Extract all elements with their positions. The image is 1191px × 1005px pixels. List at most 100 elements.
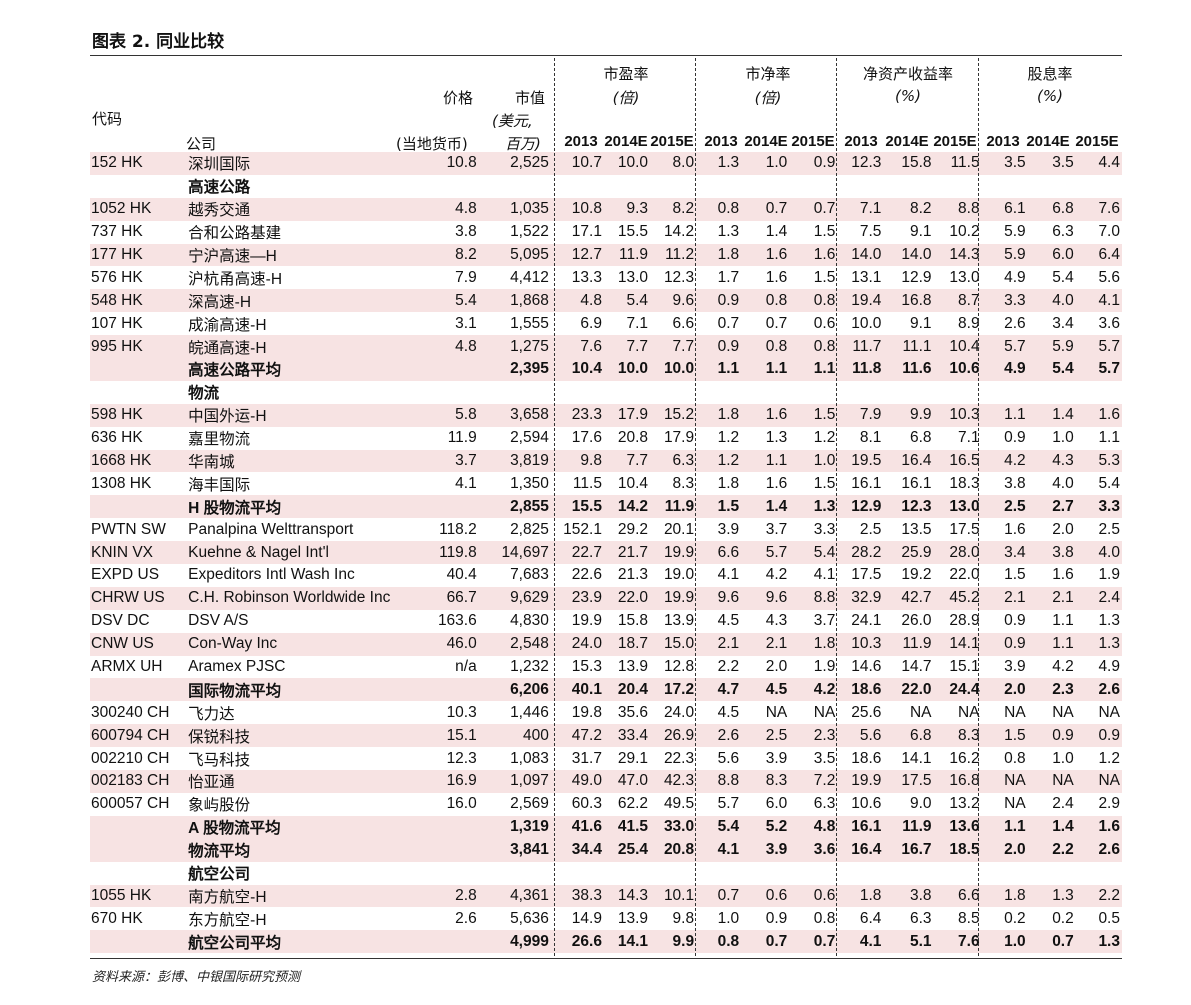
value-cell: 40.1 [550, 678, 604, 702]
price-cell: 46.0 [396, 632, 479, 656]
company-cell: 航空公司平均 [182, 930, 397, 954]
table-row: 600794 CH 保锐科技 15.1 400 47.2 33.4 26.9 2.6 2.5 2.… [90, 724, 1122, 748]
value-cell: 24.4 [933, 678, 982, 702]
mktcap-cell: 2,594 [510, 429, 549, 447]
ticker-cell: 737 HK [91, 223, 143, 241]
price-cell [396, 358, 479, 381]
value-cell [1076, 862, 1122, 885]
value-cell: 23.3 [550, 403, 604, 427]
company-cell: Kuehne & Nagel Int'l [182, 541, 397, 565]
mktcap-cell: 1,868 [478, 289, 551, 313]
value-cell: 14.1 [933, 632, 982, 656]
value-cell: 13.9 [617, 909, 649, 927]
mktcap-cell: 7,683 [510, 566, 549, 584]
value-cell: 4.5 [741, 678, 790, 702]
value-cell: 7.1 [958, 429, 980, 447]
value-cell: 0.8 [696, 197, 742, 221]
header-mktcap-unit-1: (美元, [492, 112, 533, 130]
value-cell: 0.7 [717, 314, 740, 332]
ticker-cell: CHRW US [90, 586, 183, 610]
value-cell: NA [1052, 703, 1074, 721]
table-row: 600057 CH 象屿股份 16.0 2,569 60.3 62.2 49.5 5.7 6.0… [90, 793, 1122, 816]
price-cell [396, 838, 479, 862]
value-cell: 1.5 [813, 474, 836, 492]
value-cell: 7.1 [837, 197, 884, 221]
header-year: 2014E [744, 133, 788, 150]
price-cell: 7.9 [455, 268, 477, 286]
value-cell: 10.1 [650, 884, 697, 908]
value-cell: 22.7 [550, 541, 604, 565]
price-cell: 16.0 [446, 795, 477, 813]
value-cell: 0.6 [741, 884, 790, 908]
value-cell: 19.5 [837, 449, 884, 473]
company-cell: Expeditors Intl Wash Inc [188, 566, 355, 584]
value-cell [837, 381, 883, 404]
value-cell: 3.7 [765, 520, 788, 538]
value-cell: NA [1004, 795, 1026, 813]
value-cell: 17.9 [663, 429, 695, 447]
value-cell: 1.2 [717, 429, 740, 447]
value-cell: 19.8 [571, 703, 602, 721]
value-cell: 6.8 [883, 724, 934, 748]
bottom-rule [90, 958, 1122, 959]
value-cell: 3.8 [1004, 474, 1026, 492]
value-cell: 3.3 [813, 520, 836, 538]
value-cell: 4.1 [696, 838, 742, 862]
value-cell: 42.3 [650, 770, 697, 793]
header-year: 2014E [885, 133, 929, 150]
value-cell [696, 862, 741, 885]
company-cell: 深高速-H [182, 289, 397, 313]
mktcap-cell: 4,830 [510, 612, 549, 630]
section-row: 航空公司 [90, 862, 1122, 885]
value-cell: 6.3 [1052, 223, 1074, 241]
value-cell: 10.6 [933, 358, 982, 381]
value-cell: 8.8 [789, 586, 838, 610]
value-cell: 9.1 [909, 314, 932, 332]
value-cell: 6.3 [813, 795, 836, 813]
value-cell: 5.4 [603, 289, 651, 313]
company-cell: H 股物流平均 [182, 495, 397, 519]
value-cell: 1.3 [1098, 612, 1120, 630]
value-cell: 5.7 [1075, 335, 1122, 359]
value-cell: 11.9 [650, 495, 697, 519]
header-year: 2013 [564, 133, 598, 150]
header-pb-unit: (倍) [754, 89, 782, 107]
value-cell: 0.7 [765, 314, 788, 332]
company-cell: DSV A/S [188, 612, 249, 630]
table-row: 636 HK 嘉里物流 11.9 2,594 17.6 20.8 17.9 1.2 1.3 1.2… [90, 427, 1122, 450]
price-cell: 4.1 [455, 474, 477, 492]
ticker-cell [90, 175, 182, 198]
peer-comparison-table: 152 HK 深圳国际 10.8 2,525 10.7 10.0 8.0 1.3 1.0 0.9 1… [90, 152, 1122, 954]
average-row: H 股物流平均 2,855 15.5 14.2 11.9 1.5 1.4 1.3 12.9 12.… [90, 495, 1122, 519]
value-cell: 6.1 [981, 197, 1028, 221]
value-cell: 4.8 [550, 289, 604, 313]
value-cell: 0.9 [1004, 429, 1026, 447]
value-cell: 14.9 [571, 909, 602, 927]
company-cell: 海丰国际 [188, 476, 251, 494]
value-cell: 41.5 [603, 815, 651, 839]
value-cell [741, 175, 789, 198]
ticker-cell: 598 HK [90, 403, 183, 427]
value-cell: 10.0 [603, 152, 651, 175]
mktcap-cell: 2,855 [478, 495, 551, 519]
value-cell: 1.5 [813, 223, 836, 241]
value-cell: 3.5 [813, 749, 836, 767]
mktcap-cell: 1,350 [510, 474, 549, 492]
mktcap-cell: 1,446 [510, 703, 549, 721]
value-cell: 0.5 [1098, 909, 1120, 927]
value-cell: 2.1 [1027, 586, 1076, 610]
value-cell: 13.5 [901, 520, 932, 538]
value-cell: 15.5 [550, 495, 604, 519]
value-cell: 5.6 [837, 724, 884, 748]
value-cell: 2.1 [981, 586, 1028, 610]
company-cell: A 股物流平均 [182, 815, 397, 839]
value-cell: 10.0 [603, 358, 651, 381]
value-cell: 49.5 [663, 795, 695, 813]
mktcap-cell: 6,206 [478, 678, 551, 702]
mktcap-cell: 1,097 [478, 770, 551, 793]
table-row: KNIN VX Kuehne & Nagel Int'l 119.8 14,697 22… [90, 541, 1122, 565]
price-cell [397, 862, 479, 885]
value-cell: 1.3 [717, 223, 740, 241]
value-cell: 1.6 [789, 243, 838, 267]
value-cell: 4.9 [981, 358, 1028, 381]
